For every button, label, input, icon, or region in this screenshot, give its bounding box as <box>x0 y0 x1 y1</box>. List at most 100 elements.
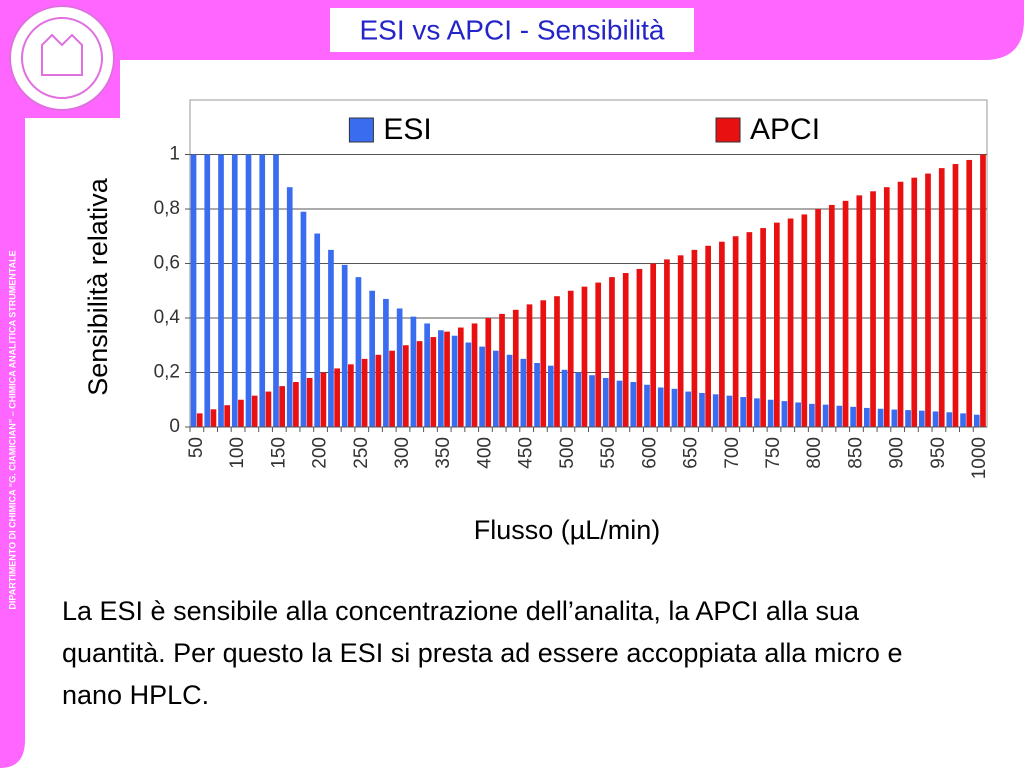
bar <box>348 364 354 427</box>
bar <box>224 405 231 427</box>
bar <box>389 350 395 427</box>
bar <box>499 313 505 427</box>
bar <box>952 164 959 427</box>
bar <box>361 358 368 427</box>
bar <box>424 323 430 427</box>
bar <box>918 410 925 427</box>
bar <box>809 403 815 427</box>
bar <box>787 218 794 427</box>
title-box <box>330 8 694 52</box>
bar <box>589 375 595 427</box>
x-tick-label: 250 <box>351 437 372 469</box>
x-tick-label: 550 <box>598 437 619 469</box>
bar <box>547 365 554 427</box>
bar <box>512 309 519 427</box>
bar <box>526 304 533 427</box>
bar <box>740 397 747 427</box>
bar <box>705 245 711 427</box>
bar <box>609 277 615 427</box>
bar <box>595 282 602 427</box>
bar <box>457 327 464 427</box>
bar <box>218 154 224 427</box>
bar <box>300 211 307 427</box>
bar <box>891 409 898 427</box>
y-tick-label: 0,2 <box>154 362 180 383</box>
bar <box>259 154 266 427</box>
seal <box>9 5 115 111</box>
bar <box>664 259 670 427</box>
bar <box>451 335 458 427</box>
y-tick-label: 1 <box>169 144 180 165</box>
bar <box>850 406 856 427</box>
y-axis-title: Sensibilità relativa <box>83 177 113 396</box>
bar <box>306 377 313 427</box>
legend-label: APCI <box>750 113 820 146</box>
x-tick-label: 750 <box>763 437 784 469</box>
bar <box>657 387 664 427</box>
caption: La ESI è sensibile alla concentrazione d… <box>62 596 903 710</box>
x-tick-label: 700 <box>722 437 743 469</box>
bar <box>842 200 849 427</box>
bar <box>238 399 244 427</box>
y-tick-label: 0,8 <box>154 198 180 219</box>
bar <box>973 414 980 427</box>
bar <box>286 187 293 427</box>
bar <box>314 233 321 427</box>
bar <box>444 331 450 427</box>
x-tick-label: 50 <box>186 437 207 458</box>
bar <box>636 268 643 427</box>
bar <box>410 316 417 427</box>
bar <box>279 386 286 427</box>
bar <box>520 358 527 427</box>
bar <box>396 308 403 427</box>
bar <box>293 382 299 427</box>
bar <box>369 290 376 427</box>
x-tick-label: 900 <box>887 437 908 469</box>
bar <box>801 214 808 427</box>
bar <box>485 318 492 427</box>
x-tick-label: 650 <box>681 437 702 469</box>
bar <box>622 273 629 427</box>
bar <box>877 408 884 427</box>
bar <box>430 337 437 427</box>
bar <box>836 405 843 427</box>
bar <box>561 369 568 427</box>
x-tick-label: 950 <box>928 437 949 469</box>
seal-ring <box>21 17 103 99</box>
bar <box>938 168 945 427</box>
y-tick-label: 0,4 <box>154 307 181 328</box>
bar <box>897 181 904 427</box>
legend-swatch <box>348 117 374 143</box>
x-tick-label: 200 <box>310 437 331 469</box>
bar <box>966 159 973 427</box>
bar <box>465 342 472 427</box>
bar <box>960 413 966 427</box>
bar <box>856 195 863 427</box>
bar <box>712 394 719 427</box>
bar <box>616 380 623 427</box>
bar <box>534 362 540 427</box>
bar <box>767 399 774 427</box>
x-tick-label: 450 <box>516 437 537 469</box>
x-tick-label: 850 <box>845 437 866 469</box>
bar <box>602 377 609 427</box>
bar <box>911 177 918 427</box>
x-tick-label: 800 <box>804 437 825 469</box>
bar <box>719 241 725 427</box>
bar <box>416 341 423 427</box>
bar <box>575 372 582 427</box>
bar <box>471 323 478 427</box>
slide-title: ESI vs APCI - Sensibilità <box>359 14 664 45</box>
bar <box>795 402 801 427</box>
bar <box>925 173 931 427</box>
x-tick-label: 1000 <box>969 437 990 479</box>
bar <box>231 154 238 427</box>
bar <box>320 372 327 427</box>
bar <box>581 286 588 427</box>
bar <box>946 412 953 427</box>
x-tick-label: 100 <box>227 437 248 469</box>
bar <box>438 330 444 427</box>
x-tick-label: 150 <box>268 437 289 469</box>
